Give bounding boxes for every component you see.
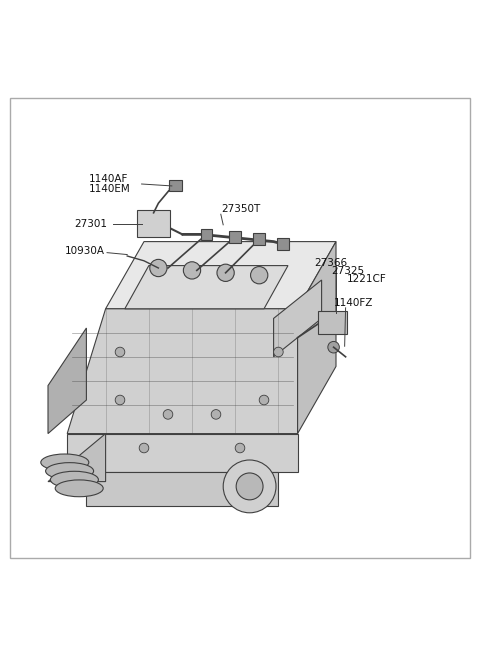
Polygon shape	[48, 434, 106, 482]
Circle shape	[235, 443, 245, 453]
Ellipse shape	[50, 471, 98, 488]
Ellipse shape	[55, 480, 103, 497]
Circle shape	[211, 409, 221, 419]
Polygon shape	[274, 280, 322, 357]
Circle shape	[115, 347, 125, 357]
Circle shape	[115, 395, 125, 405]
Circle shape	[139, 443, 149, 453]
Circle shape	[217, 264, 234, 281]
Ellipse shape	[46, 462, 94, 480]
Circle shape	[163, 409, 173, 419]
Text: 1140AF: 1140AF	[89, 174, 128, 184]
Text: 1140EM: 1140EM	[89, 184, 131, 194]
Circle shape	[236, 473, 263, 500]
Polygon shape	[86, 472, 278, 506]
Text: 27325: 27325	[331, 266, 364, 276]
Text: 1140FZ: 1140FZ	[334, 298, 373, 308]
FancyBboxPatch shape	[169, 180, 182, 191]
FancyBboxPatch shape	[277, 238, 289, 250]
FancyBboxPatch shape	[137, 211, 170, 237]
Text: 27366: 27366	[314, 258, 348, 268]
Circle shape	[274, 347, 283, 357]
Circle shape	[259, 395, 269, 405]
Circle shape	[328, 341, 339, 353]
Circle shape	[183, 262, 201, 279]
Text: 1221CF: 1221CF	[347, 274, 386, 284]
Text: 10930A: 10930A	[65, 245, 105, 256]
Text: 27301: 27301	[74, 219, 108, 229]
Circle shape	[251, 266, 268, 284]
FancyBboxPatch shape	[229, 231, 241, 243]
FancyBboxPatch shape	[318, 311, 347, 335]
Circle shape	[150, 259, 167, 277]
Polygon shape	[67, 309, 298, 434]
Text: 27350T: 27350T	[221, 204, 260, 214]
Polygon shape	[106, 241, 336, 309]
Circle shape	[223, 460, 276, 513]
Polygon shape	[125, 266, 288, 309]
Polygon shape	[48, 328, 86, 434]
FancyBboxPatch shape	[253, 234, 265, 245]
Ellipse shape	[41, 454, 89, 471]
FancyBboxPatch shape	[201, 229, 212, 240]
Polygon shape	[67, 434, 298, 472]
Polygon shape	[298, 241, 336, 434]
